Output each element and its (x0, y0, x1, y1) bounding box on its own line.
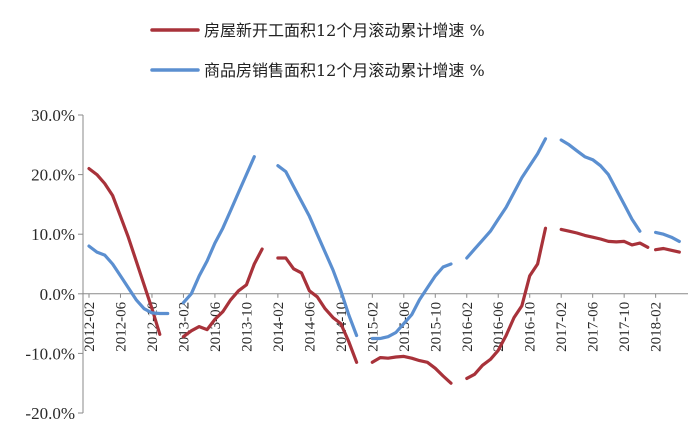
x-tick-label: 2016-06 (491, 301, 507, 351)
y-tick-label: 20.0% (31, 166, 75, 185)
sales-area-line (559, 138, 642, 233)
y-tick-label: 30.0% (31, 106, 75, 125)
x-tick-label: 2012-06 (113, 301, 129, 351)
x-tick-label: 2014-06 (302, 301, 318, 351)
sales-area-line (654, 230, 681, 243)
legend-label: 房屋新开工面积12个月滚动累计增速 % (204, 21, 485, 40)
x-tick-label: 2015-02 (365, 302, 381, 352)
sales-area-line (370, 262, 453, 341)
x-tick-label: 2015-10 (428, 302, 444, 352)
new-construction-area-line (181, 247, 264, 339)
y-tick-label: 10.0% (31, 225, 75, 244)
y-tick-label: 0.0% (40, 285, 75, 304)
series-lines (87, 137, 681, 385)
x-tick-label: 2017-02 (554, 302, 570, 352)
sales-area-line (465, 137, 548, 260)
new-construction-area-line (465, 226, 548, 380)
x-tick-label: 2012-02 (82, 302, 98, 352)
x-tick-label: 2017-10 (617, 302, 633, 352)
x-tick-label: 2017-06 (586, 301, 602, 351)
new-construction-area-line (559, 227, 650, 249)
legend: 房屋新开工面积12个月滚动累计增速 % 商品房销售面积12个月滚动累计增速 % (150, 21, 485, 80)
x-tick-label: 2013-02 (176, 302, 192, 352)
x-tick-label: 2015-06 (397, 301, 413, 351)
y-tick-label: -10.0% (25, 344, 75, 363)
new-construction-area-line (370, 354, 453, 385)
sales-area-line (87, 244, 170, 316)
x-tick-label: 2014-02 (271, 302, 287, 352)
y-axis-ticks: 30.0% 20.0% 10.0% 0.0% -10.0% -20.0% (25, 106, 83, 423)
y-tick-label: -20.0% (25, 404, 75, 423)
x-tick-label: 2016-02 (460, 302, 476, 352)
x-axis-ticks: 2012-02 2012-06 2012-10 2013-02 2013-06 2013-… (82, 293, 665, 352)
new-construction-area-line (276, 256, 359, 364)
sales-area-line (276, 164, 359, 338)
sales-area-line (181, 155, 256, 305)
x-tick-label: 2018-02 (649, 302, 665, 352)
new-construction-area-line (654, 246, 681, 254)
x-tick-label: 2013-10 (239, 302, 255, 352)
legend-label: 商品房销售面积12个月滚动累计增速 % (204, 61, 485, 80)
x-tick-label: 2016-10 (523, 302, 539, 352)
new-construction-area-line (87, 167, 162, 336)
